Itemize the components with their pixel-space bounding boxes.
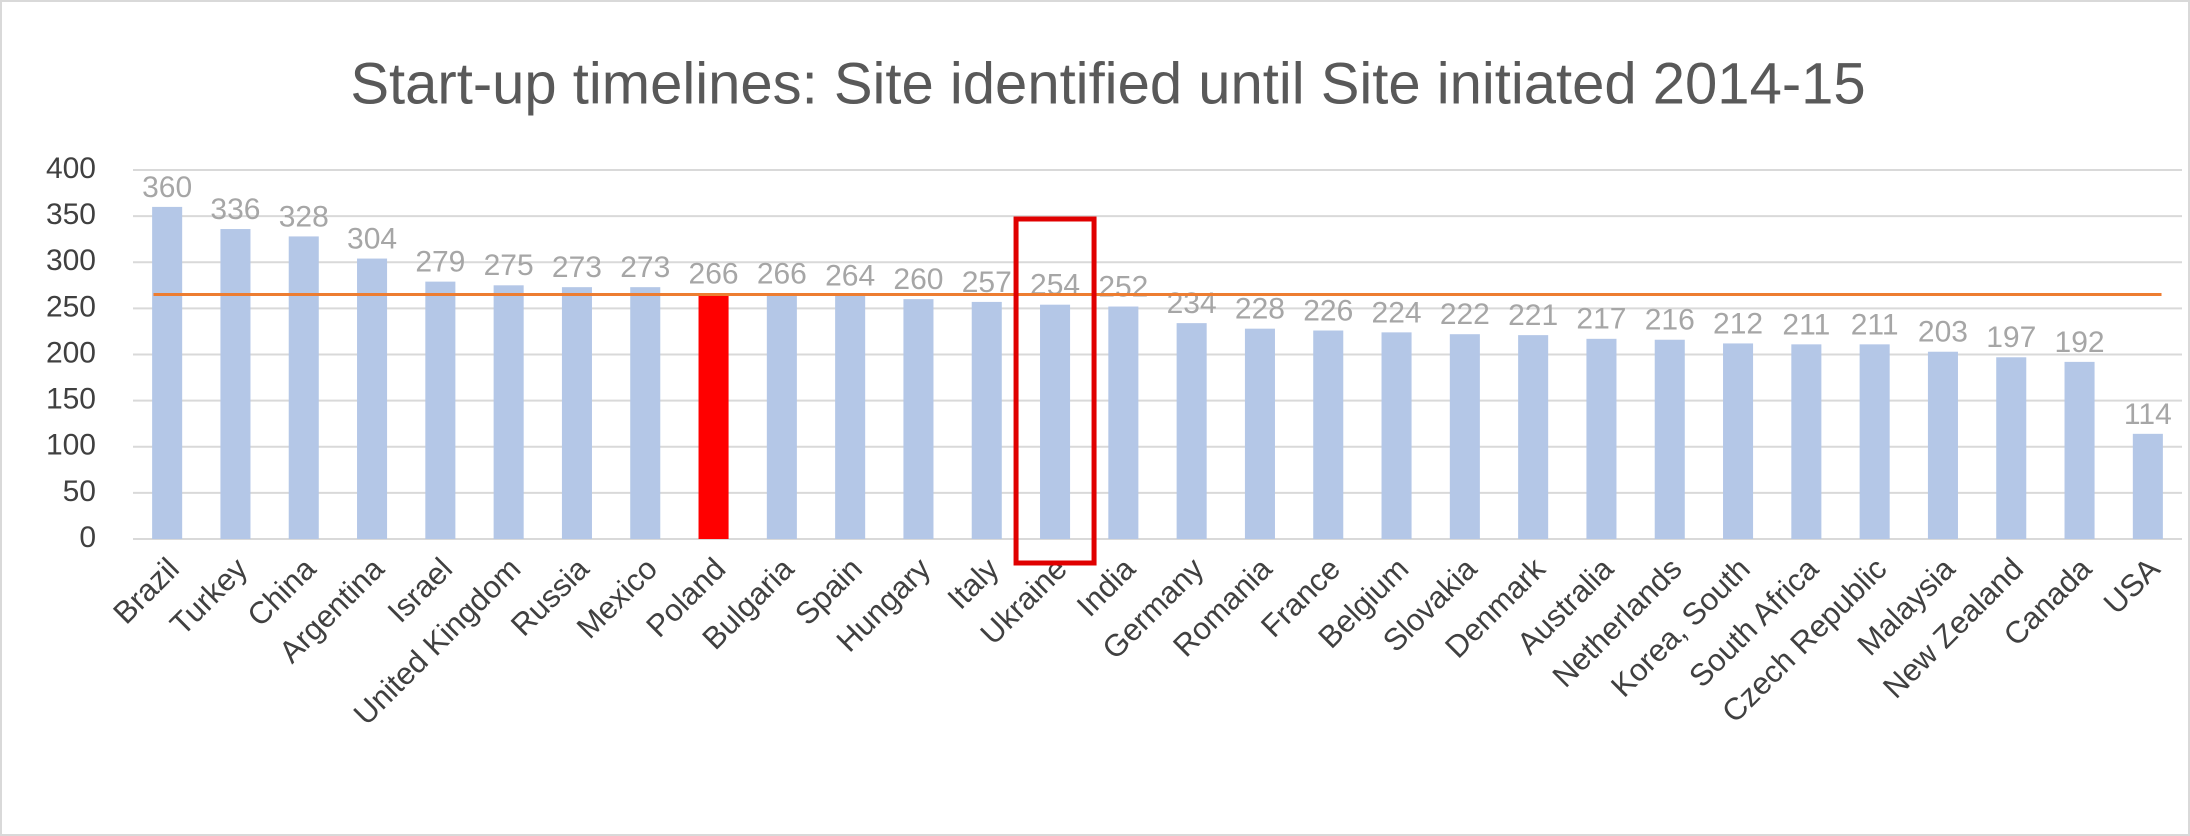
y-tick-label: 400 bbox=[46, 152, 96, 185]
bar bbox=[1449, 334, 1480, 539]
bar bbox=[903, 299, 934, 539]
bar bbox=[971, 301, 1002, 539]
value-label: 203 bbox=[1918, 316, 1968, 349]
bar bbox=[152, 206, 183, 539]
value-label: 264 bbox=[825, 259, 875, 292]
value-label: 222 bbox=[1440, 298, 1490, 331]
y-tick-label: 100 bbox=[46, 429, 96, 462]
value-label: 221 bbox=[1508, 299, 1558, 332]
value-label: 252 bbox=[1098, 270, 1148, 303]
value-label: 114 bbox=[2124, 398, 2172, 431]
bar bbox=[2064, 361, 2095, 539]
y-tick-label: 150 bbox=[46, 383, 96, 416]
bar bbox=[1996, 357, 2027, 539]
bar bbox=[1244, 328, 1275, 539]
bar bbox=[357, 258, 388, 539]
value-label: 266 bbox=[689, 258, 739, 291]
bar bbox=[1654, 339, 1685, 539]
value-label: 211 bbox=[1782, 308, 1830, 341]
bar bbox=[1518, 335, 1549, 539]
value-label: 192 bbox=[2055, 326, 2105, 359]
chart-title: Start-up timelines: Site identified unti… bbox=[350, 51, 1865, 116]
bar bbox=[2132, 433, 2163, 539]
value-label: 266 bbox=[757, 258, 807, 291]
bar bbox=[766, 293, 797, 539]
bar bbox=[1176, 323, 1207, 539]
bar bbox=[288, 236, 319, 540]
bar bbox=[1859, 344, 1890, 539]
bar bbox=[835, 295, 866, 539]
bar bbox=[698, 293, 729, 539]
value-label: 234 bbox=[1167, 287, 1217, 320]
bar bbox=[1381, 332, 1412, 539]
value-label: 275 bbox=[484, 249, 534, 282]
value-label: 304 bbox=[347, 222, 397, 255]
bar bbox=[1791, 344, 1822, 539]
value-label: 254 bbox=[1030, 269, 1080, 302]
bar bbox=[1586, 338, 1617, 539]
bar bbox=[1927, 351, 1958, 539]
bar bbox=[1723, 343, 1754, 539]
bar bbox=[425, 281, 456, 539]
bar bbox=[1313, 330, 1344, 539]
value-label: 336 bbox=[210, 193, 260, 226]
value-label: 211 bbox=[1851, 308, 1899, 341]
bar bbox=[493, 285, 524, 539]
value-label: 216 bbox=[1645, 304, 1695, 337]
value-label: 273 bbox=[620, 251, 670, 284]
bar bbox=[630, 287, 661, 539]
value-label: 212 bbox=[1713, 307, 1763, 340]
value-label: 360 bbox=[142, 171, 192, 204]
value-label: 224 bbox=[1372, 296, 1422, 329]
bar bbox=[1108, 306, 1139, 539]
value-label: 273 bbox=[552, 251, 602, 284]
y-tick-label: 50 bbox=[63, 475, 96, 508]
value-label: 328 bbox=[279, 200, 329, 233]
bar bbox=[1040, 304, 1071, 539]
y-tick-label: 350 bbox=[46, 198, 96, 231]
value-label: 217 bbox=[1576, 303, 1626, 336]
bar bbox=[561, 287, 592, 539]
y-tick-label: 250 bbox=[46, 290, 96, 323]
highlight-box bbox=[1013, 216, 1097, 566]
value-label: 197 bbox=[1986, 321, 2036, 354]
value-label: 228 bbox=[1235, 293, 1285, 326]
y-tick-label: 0 bbox=[79, 521, 96, 554]
y-tick-label: 200 bbox=[46, 336, 96, 369]
y-tick-label: 300 bbox=[46, 244, 96, 277]
value-label: 226 bbox=[1303, 294, 1353, 327]
value-label: 260 bbox=[893, 263, 943, 296]
value-label: 279 bbox=[415, 246, 465, 279]
bar bbox=[220, 229, 251, 540]
